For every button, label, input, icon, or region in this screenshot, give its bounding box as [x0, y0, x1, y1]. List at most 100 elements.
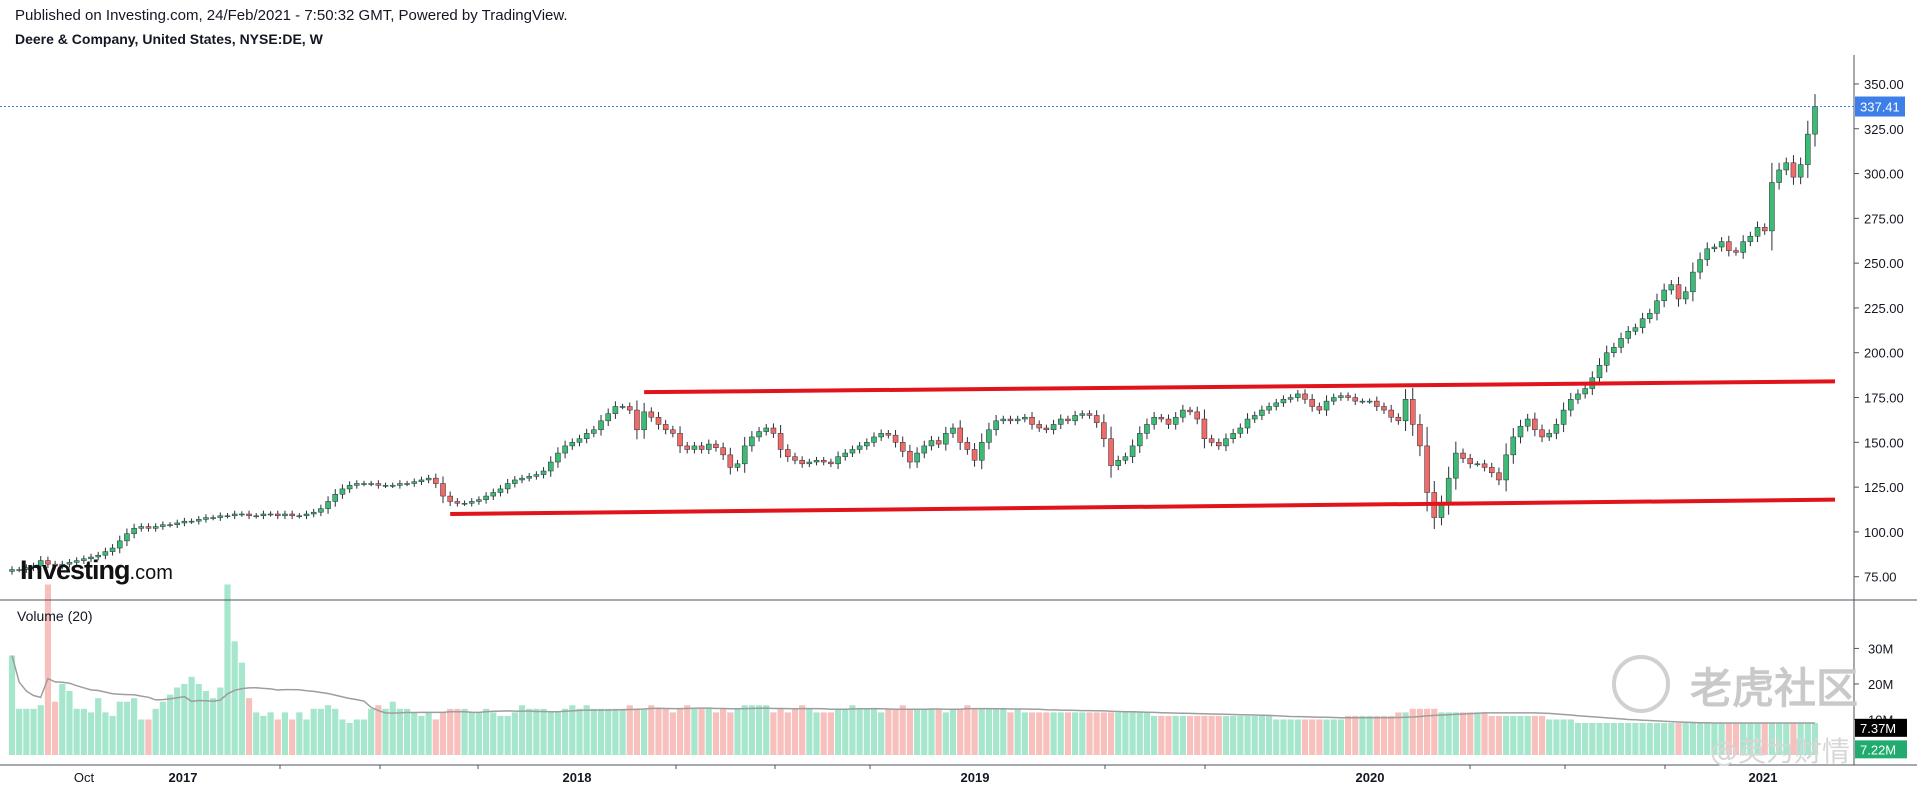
volume-bar	[540, 708, 547, 755]
volume-bar	[1804, 723, 1811, 755]
volume-bar	[885, 708, 892, 755]
candle-body	[239, 513, 245, 516]
candle-body	[116, 540, 123, 549]
candle-body	[73, 560, 80, 563]
candle-body	[555, 452, 561, 463]
volume-bar	[863, 708, 870, 755]
candle-body	[670, 429, 676, 434]
candle-body	[504, 483, 511, 490]
candle-body	[66, 562, 73, 565]
volume-bar	[748, 705, 755, 755]
volume-bar	[892, 708, 899, 755]
volume-bar	[1567, 719, 1574, 755]
volume-bar	[755, 705, 763, 755]
candle-body	[354, 483, 360, 486]
candle-body	[1172, 416, 1179, 425]
volume-bar	[1775, 723, 1783, 755]
volume-bar	[1732, 723, 1740, 755]
volume-bar	[1445, 712, 1452, 755]
candle-body	[1654, 300, 1660, 314]
last-price-label: 337.41	[1860, 100, 1900, 115]
volume-bar	[1625, 723, 1632, 755]
candle-body	[1726, 241, 1732, 251]
candle-body	[95, 554, 101, 558]
volume-bar	[727, 712, 734, 755]
candle-body	[174, 522, 180, 525]
price-tick-label: 275.00	[1864, 211, 1904, 226]
candle-body	[691, 445, 698, 450]
volume-bar	[1524, 715, 1531, 755]
candle-body	[1259, 409, 1265, 416]
volume-bar	[1028, 712, 1036, 755]
candle-body	[698, 445, 705, 450]
candle-body	[943, 433, 949, 445]
candle-body	[131, 528, 137, 534]
volume-bar	[1797, 723, 1804, 755]
volume-bar	[389, 701, 396, 755]
candle-body	[45, 560, 51, 565]
time-tick-label: 2020	[1356, 770, 1385, 785]
volume-tick-label: 30M	[1868, 641, 1893, 656]
volume-bar	[1244, 715, 1251, 755]
volume-bar	[382, 708, 389, 755]
candle-body	[799, 459, 805, 465]
volume-bar	[669, 712, 676, 755]
candle-body	[591, 429, 597, 434]
volume-bar	[964, 705, 971, 755]
candle-body	[878, 433, 884, 438]
time-tick-label: Oct	[74, 770, 95, 785]
volume-bar	[1740, 723, 1747, 755]
volume-bar	[1718, 723, 1725, 755]
candle-body	[871, 436, 877, 443]
volume-bar	[1560, 719, 1567, 755]
candle-body	[1790, 162, 1797, 178]
candle-body	[856, 445, 863, 450]
volume-bar	[921, 708, 928, 755]
volume-bar	[1553, 719, 1560, 755]
candle-body	[389, 485, 396, 487]
candle-body	[138, 526, 145, 529]
candle-body	[433, 477, 439, 484]
candle-body	[1151, 416, 1157, 425]
volume-bar	[310, 708, 317, 755]
candle-body	[1496, 472, 1502, 481]
volume-bar	[87, 712, 95, 755]
time-tick-label: 2017	[169, 770, 198, 785]
candle-body	[397, 483, 403, 486]
candle-body	[1280, 399, 1287, 404]
volume-bar	[1186, 715, 1194, 755]
volume-bar	[705, 708, 712, 755]
volume-bar	[806, 708, 813, 755]
volume-bar	[1696, 723, 1704, 755]
price-tick-label: 200.00	[1864, 346, 1904, 361]
candle-body	[203, 517, 209, 520]
candle-body	[1144, 424, 1150, 434]
volume-tick-label: 20M	[1868, 677, 1893, 692]
candle-body	[411, 481, 418, 484]
volume-bar	[1481, 712, 1488, 755]
volume-bar	[1474, 712, 1481, 755]
investing-logo: Investing.com	[20, 555, 173, 586]
candle-body	[785, 449, 791, 457]
volume-bar	[1488, 715, 1495, 755]
volume-bar	[576, 708, 583, 755]
candle-body	[626, 406, 633, 411]
volume-bar	[1754, 723, 1761, 755]
candle-body	[339, 488, 346, 495]
candle-body	[490, 492, 497, 497]
volume-bar	[1273, 719, 1280, 755]
volume-bar	[1000, 708, 1007, 755]
volume-bar	[52, 701, 59, 755]
volume-bar	[834, 708, 842, 755]
candle-body	[1366, 400, 1373, 403]
volume-bar	[109, 715, 116, 755]
candle-body	[1122, 456, 1129, 461]
candle-body	[1690, 271, 1696, 293]
candle-body	[1072, 415, 1078, 422]
volume-bar	[605, 708, 612, 755]
candle-body	[181, 520, 188, 524]
volume-bar	[641, 708, 648, 755]
candle-body	[1237, 427, 1244, 434]
volume-bar	[1452, 712, 1459, 755]
